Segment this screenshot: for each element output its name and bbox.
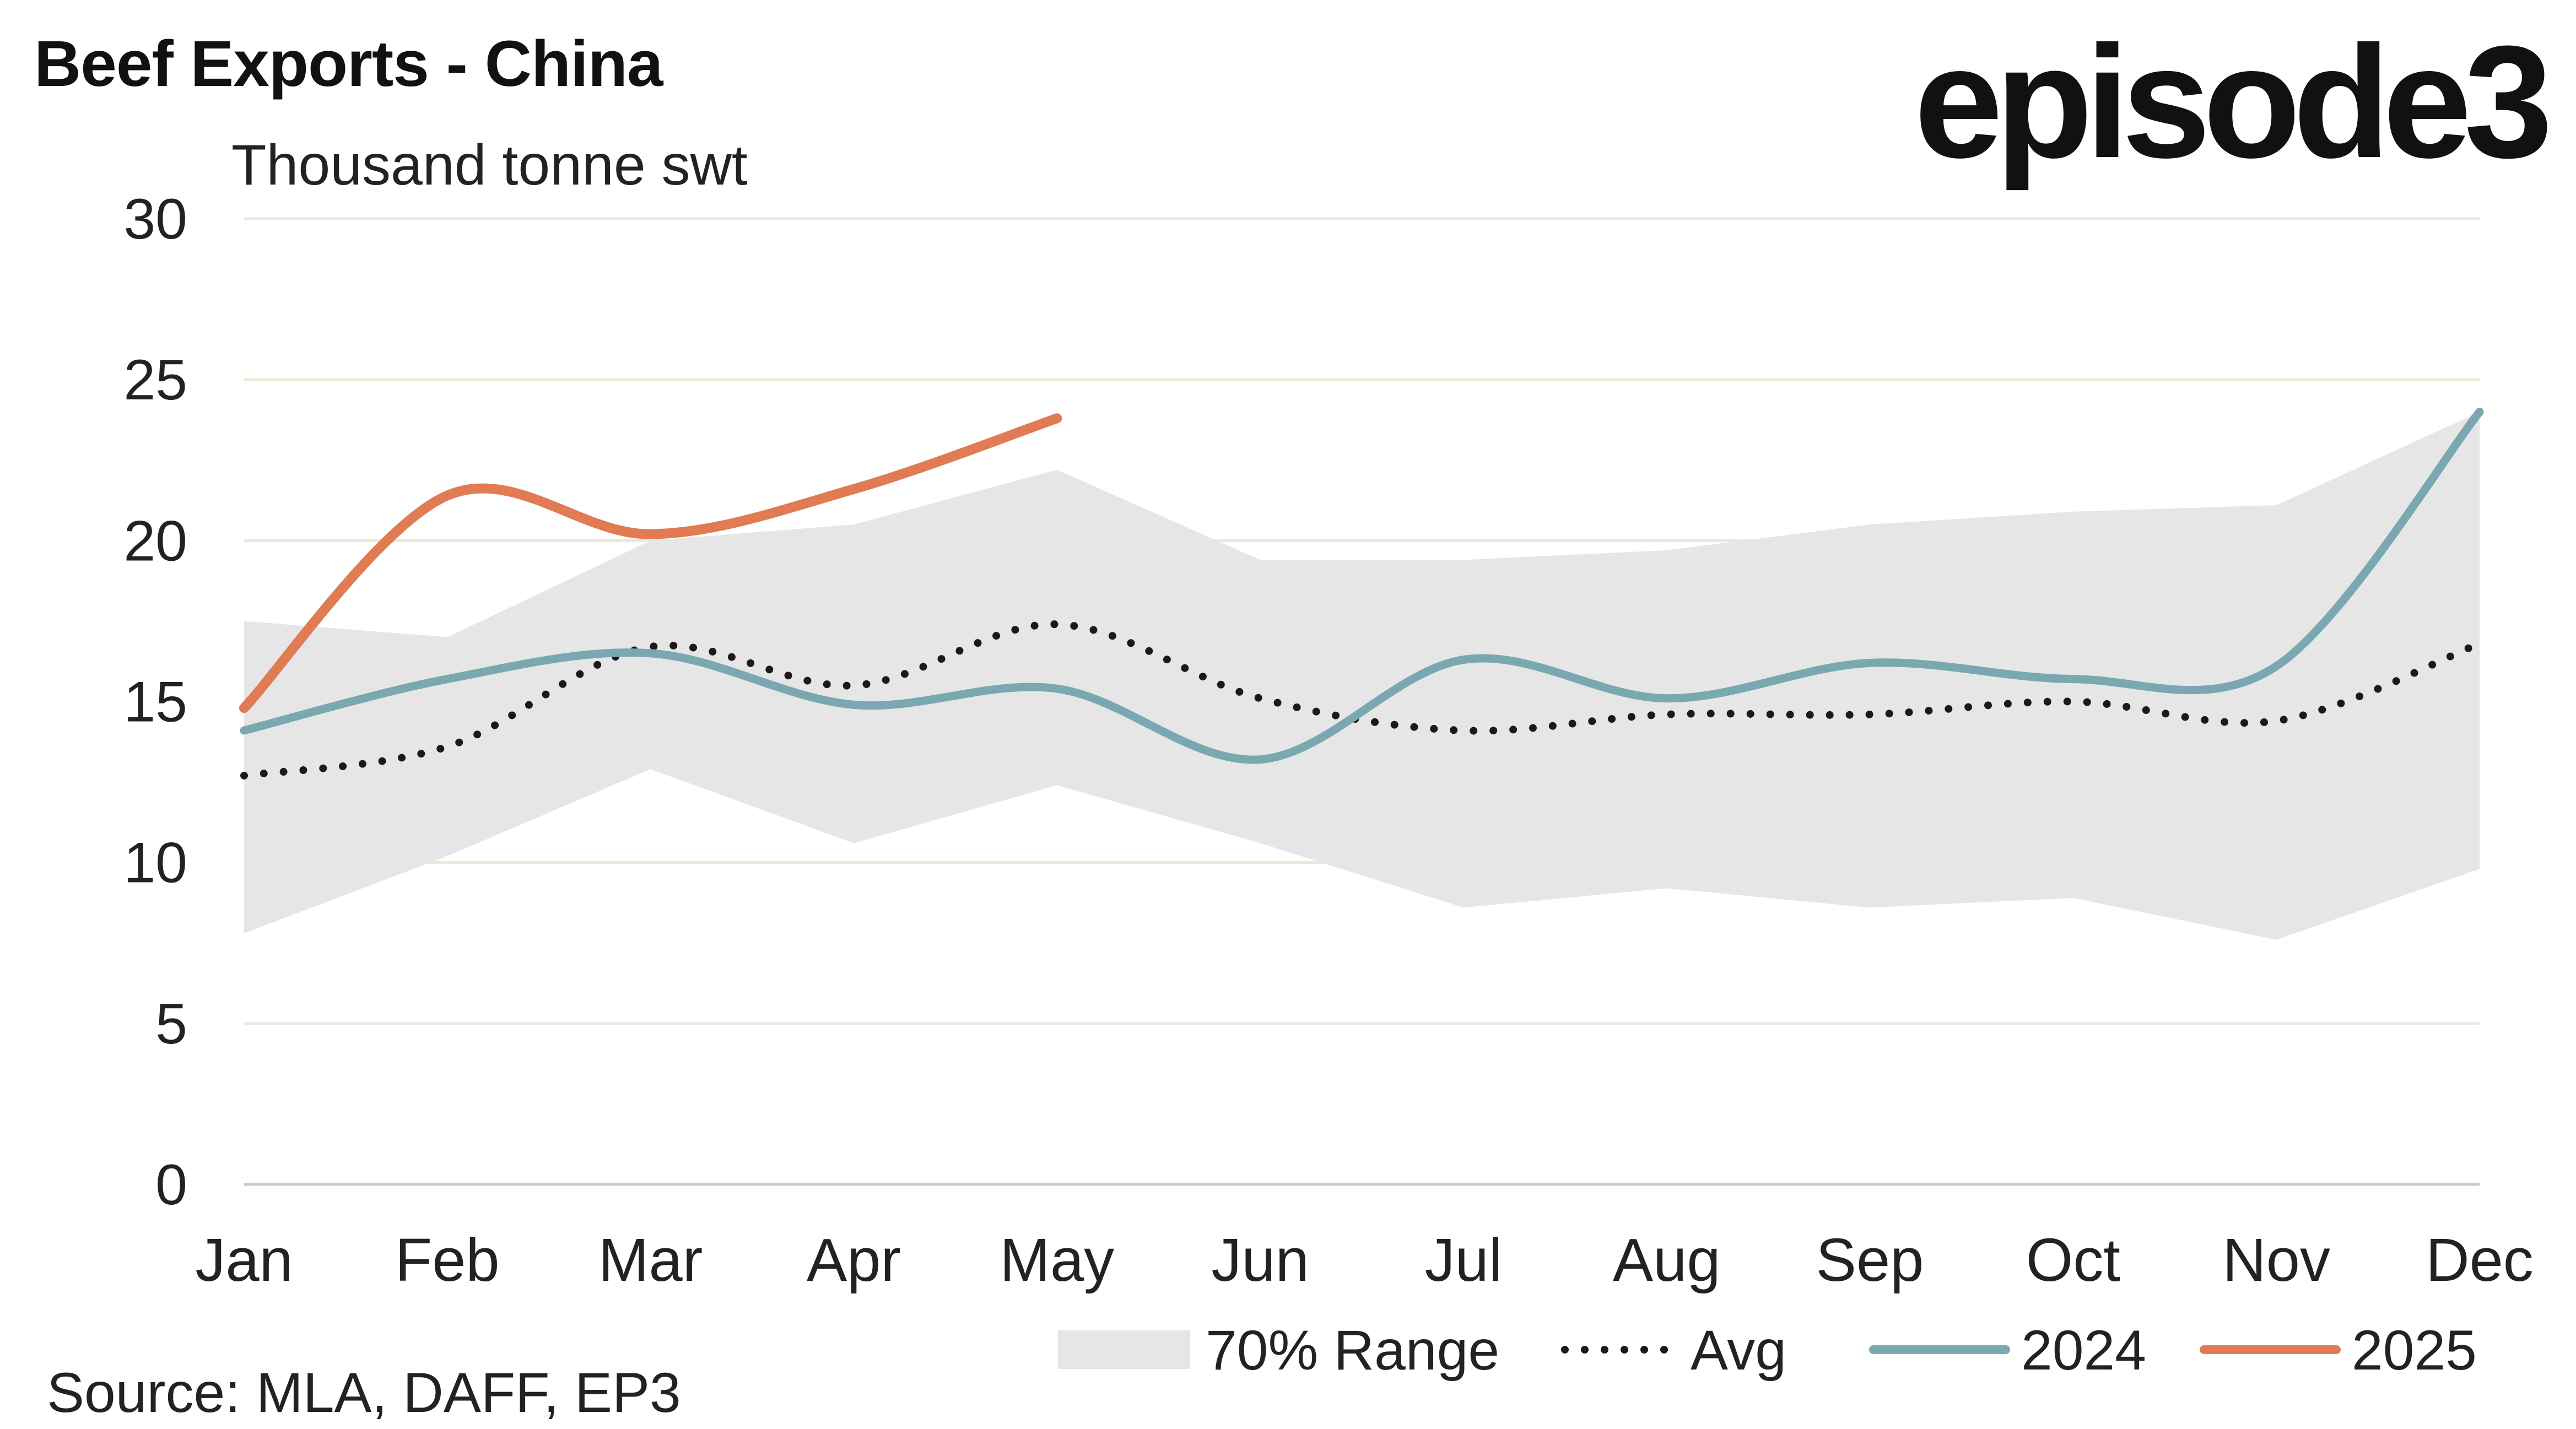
y-tick-label: 15 xyxy=(123,670,187,734)
y-tick-label: 5 xyxy=(155,992,187,1056)
brand-logo: episode3 xyxy=(1914,13,2553,191)
x-tick-label: Aug xyxy=(1613,1226,1721,1294)
x-tick-label: Dec xyxy=(2426,1226,2534,1294)
x-tick-label: Feb xyxy=(395,1226,500,1294)
x-tick-label: Jun xyxy=(1211,1226,1309,1294)
y-tick-label: 25 xyxy=(123,348,187,412)
legend-label: 2025 xyxy=(2352,1319,2477,1382)
legend-swatch-range xyxy=(1058,1330,1190,1369)
x-tick-label: Jul xyxy=(1425,1226,1503,1294)
series-line-2025 xyxy=(239,413,1062,713)
x-tick-label: Jan xyxy=(195,1226,293,1294)
y-tick-label: 30 xyxy=(123,187,187,251)
x-tick-label: Oct xyxy=(2026,1226,2120,1294)
series-line-2024 xyxy=(240,408,2484,764)
x-tick-label: Nov xyxy=(2222,1226,2330,1294)
y-tick-label: 0 xyxy=(155,1153,187,1217)
range-band xyxy=(244,412,2480,940)
chart-title: Beef Exports - China xyxy=(34,28,663,100)
source-note: Source: MLA, DAFF, EP3 xyxy=(47,1361,681,1424)
legend-label: 2024 xyxy=(2021,1319,2146,1382)
range-band-area xyxy=(244,412,2480,940)
legend: 70% Range Avg 2024 2025 xyxy=(1058,1319,2477,1382)
y-axis-label: Thousand tonne swt xyxy=(231,133,748,197)
x-tick-label: May xyxy=(1000,1226,1114,1294)
axes: 0 5 10 15 20 25 30 Jan Feb Mar Apr May Jun Jul Aug Sep O… xyxy=(123,187,2534,1294)
x-tick-label: Apr xyxy=(807,1226,901,1294)
legend-label: Avg xyxy=(1691,1319,1786,1382)
x-tick-label: Mar xyxy=(598,1226,703,1294)
series-lines xyxy=(239,408,2484,780)
x-tick-label: Sep xyxy=(1816,1226,1924,1294)
y-tick-label: 20 xyxy=(123,509,187,573)
y-tick-label: 10 xyxy=(123,831,187,895)
legend-label: 70% Range xyxy=(1206,1319,1499,1382)
